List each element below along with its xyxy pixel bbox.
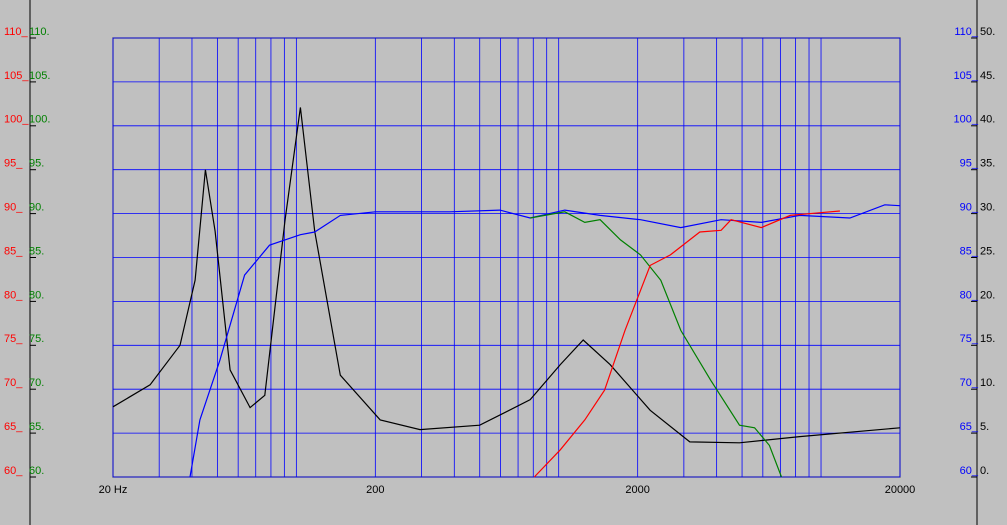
y3-tick-label: 20. [980,289,995,301]
y-tick-label: 70_ [4,377,23,389]
y-tick-label: 100. [29,114,50,126]
y-tick-label: 110. [29,26,50,38]
y-tick-label: 105. [29,70,50,82]
y-tick-label: 80_ [4,289,23,301]
y-tick-label: 75. [29,333,44,345]
y-tick-label: 80. [29,289,44,301]
y-tick-label: 110_ [4,26,29,38]
x-tick-label: 20000 [885,484,916,496]
x-tick-label: 2000 [625,484,649,496]
y-tick-label: 100_ [4,114,29,126]
line-series [530,211,783,478]
line-series [112,107,901,444]
y3-tick-label: 45. [980,70,995,82]
y2-tick-label: 95_ [960,158,979,170]
y3-tick-label: 0. [980,465,989,477]
y2-tick-label: 75_ [960,333,979,345]
y-tick-label: 85_ [4,245,23,257]
y2-tick-label: 90_ [960,202,979,214]
y-tick-label: 60. [29,465,44,477]
y-tick-label: 65. [29,421,44,433]
y2-tick-label: 105_ [954,70,979,82]
y2-tick-label: 110_ [954,26,979,38]
y-tick-label: 75_ [4,333,23,345]
y3-tick-label: 30. [980,202,995,214]
y3-tick-label: 25. [980,245,995,257]
y-tick-label: 60_ [4,465,23,477]
y3-tick-label: 10. [980,377,995,389]
y2-tick-label: 80_ [960,289,979,301]
y3-tick-label: 50. [980,26,995,38]
y2-tick-label: 85_ [960,245,979,257]
y-tick-label: 90. [29,202,44,214]
y-tick-label: 70. [29,377,44,389]
y-tick-label: 65_ [4,421,23,433]
line-series [533,210,840,478]
y-tick-label: 95. [29,158,44,170]
y2-tick-label: 65_ [960,421,979,433]
x-tick-label: 20 Hz [99,484,128,496]
y3-tick-label: 40. [980,114,995,126]
y-tick-label: 85. [29,245,44,257]
y2-tick-label: 60_ [960,465,979,477]
y-tick-label: 95_ [4,158,23,170]
y2-tick-label: 100_ [954,114,979,126]
y3-tick-label: 5. [980,421,989,433]
y3-tick-label: 15. [980,333,995,345]
y-tick-label: 90_ [4,202,23,214]
y2-tick-label: 70_ [960,377,979,389]
y3-tick-label: 35. [980,158,995,170]
x-tick-label: 200 [366,484,384,496]
y-tick-label: 105_ [4,70,29,82]
